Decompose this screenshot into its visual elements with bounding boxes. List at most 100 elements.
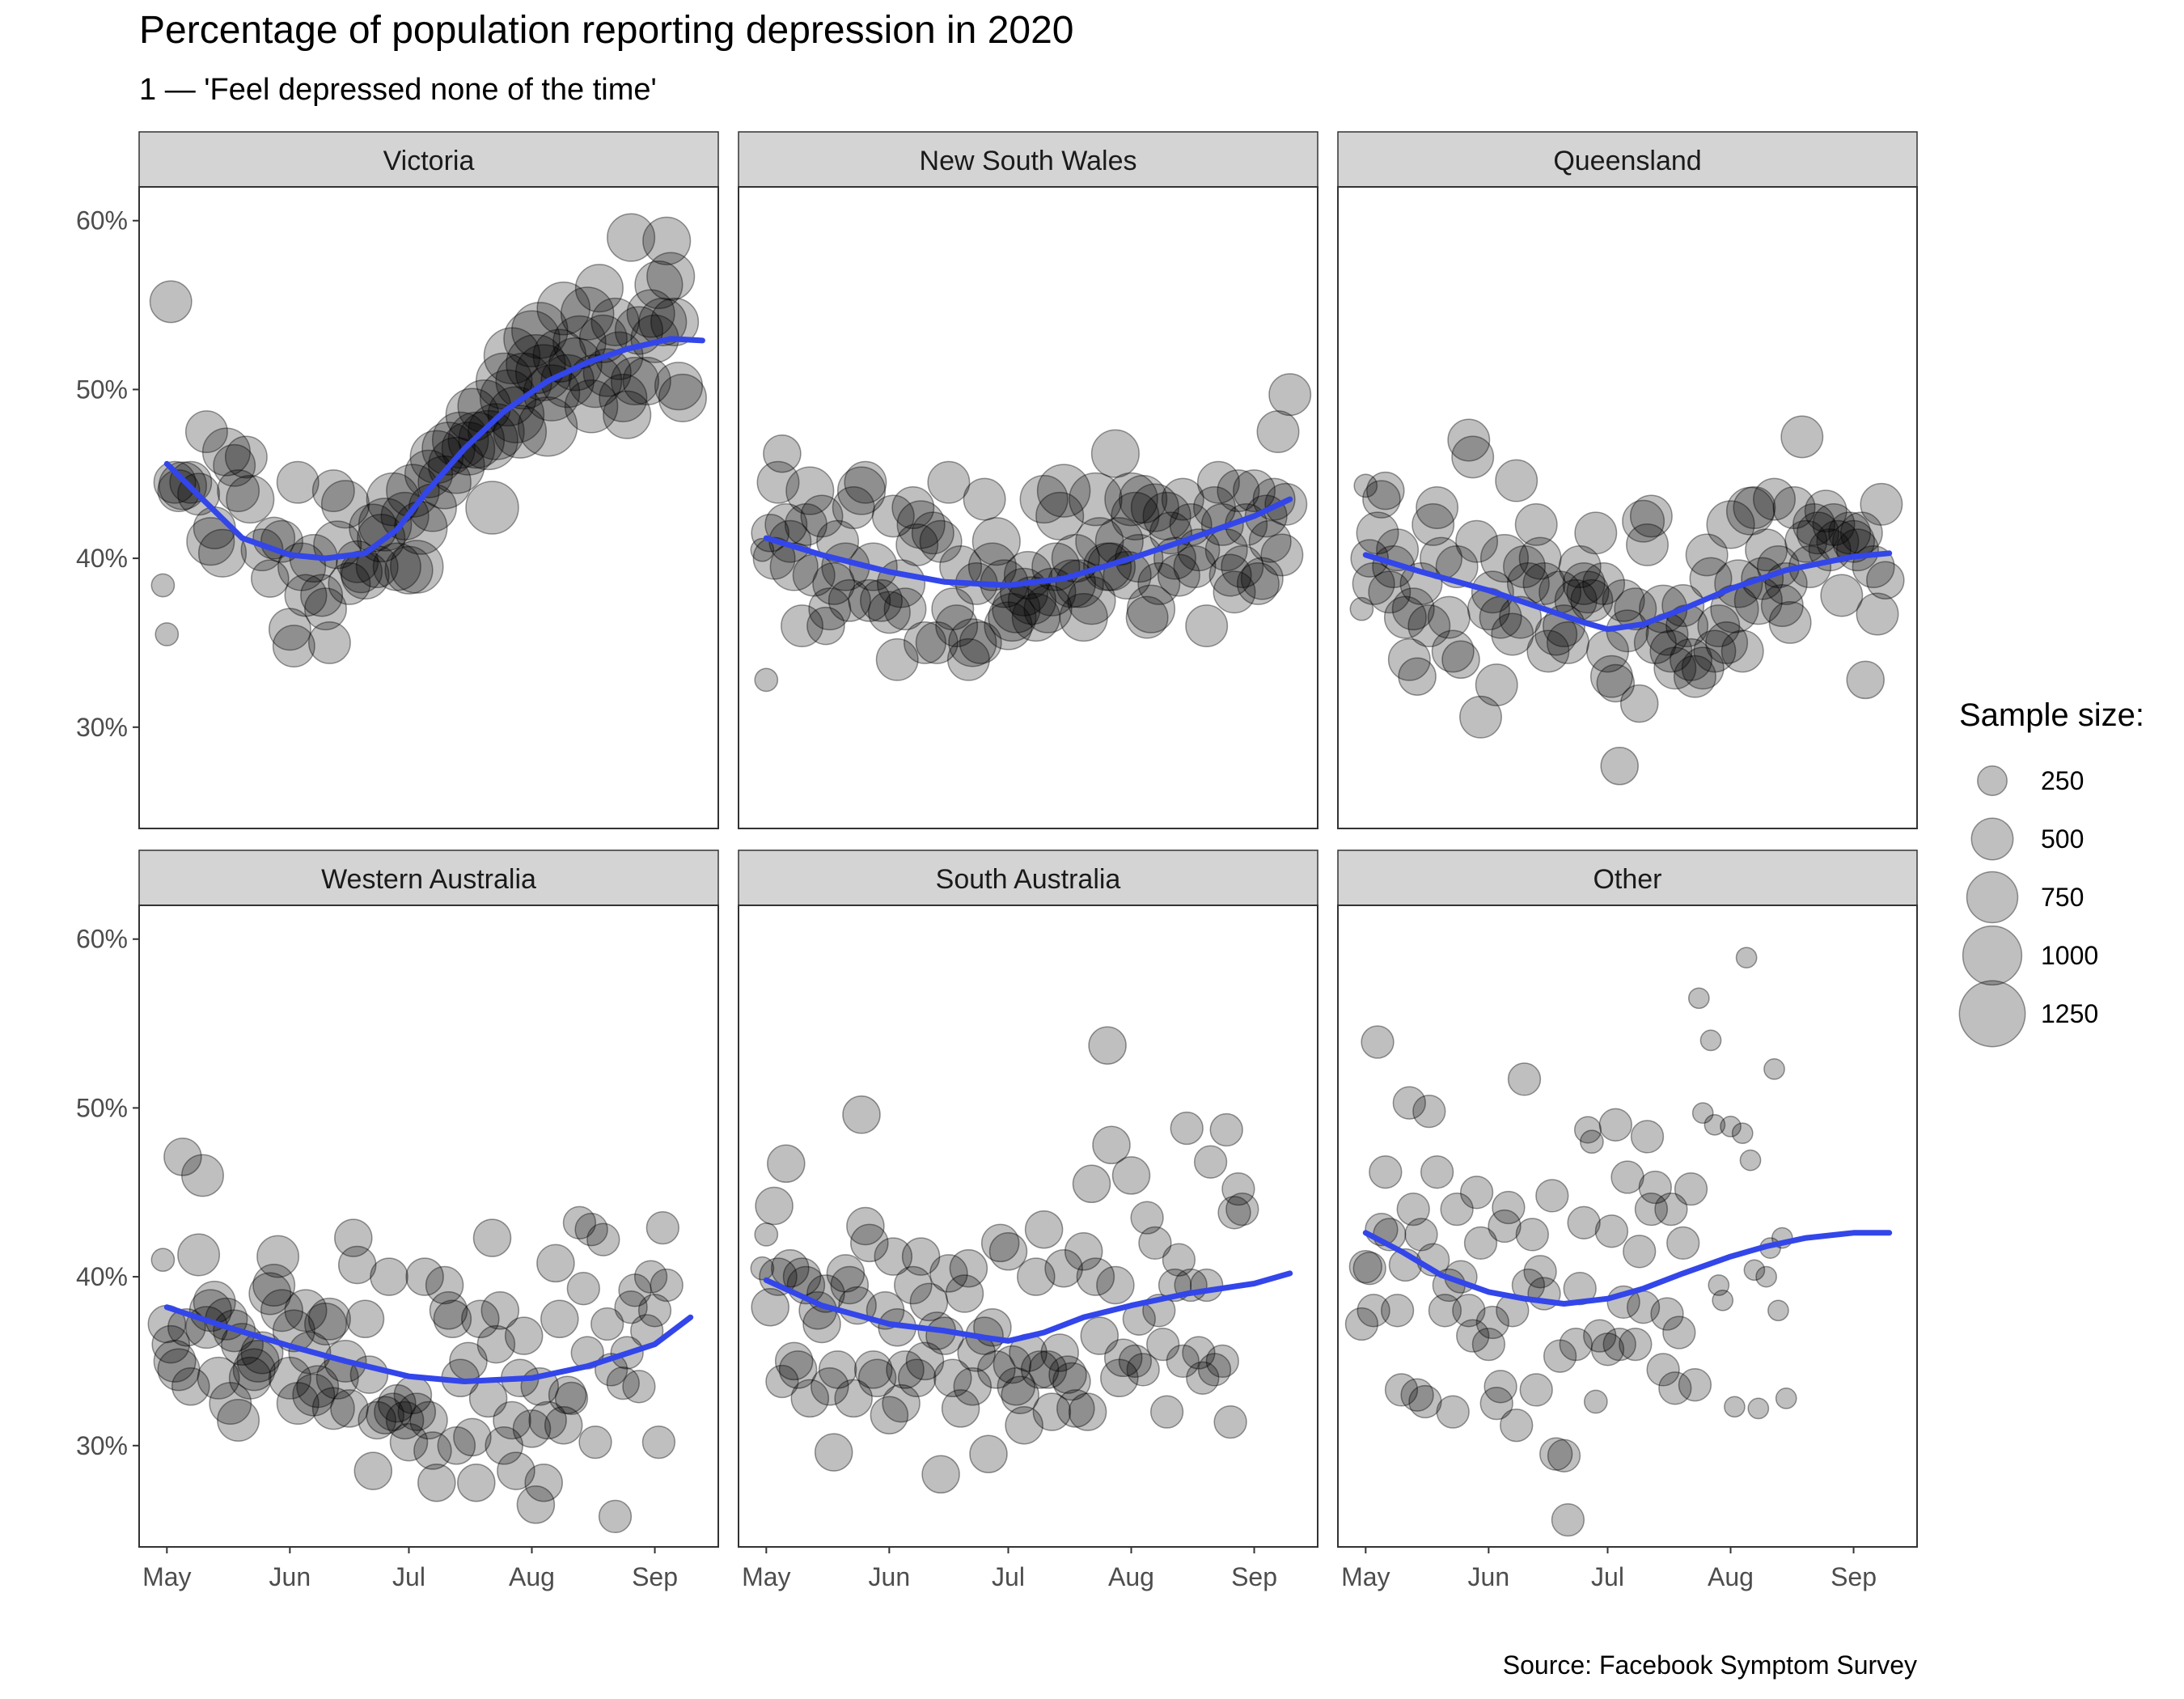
data-point <box>1248 519 1292 563</box>
data-point <box>1755 1265 1777 1288</box>
data-point <box>1479 534 1530 583</box>
data-point <box>296 1365 340 1409</box>
data-point <box>1743 1259 1766 1282</box>
legend-key-circle <box>1977 765 2008 796</box>
data-point <box>378 1383 417 1423</box>
data-point <box>503 310 561 368</box>
data-point <box>358 1400 396 1440</box>
data-point <box>1007 576 1056 625</box>
data-point <box>1619 684 1659 723</box>
data-point <box>468 403 525 460</box>
data-point <box>186 517 235 566</box>
data-point <box>1103 1338 1143 1378</box>
data-point <box>921 1455 960 1494</box>
data-point <box>598 1499 633 1534</box>
x-tick-label: Sep <box>1831 1562 1877 1591</box>
y-tick-label: 50% <box>76 375 128 404</box>
data-point <box>374 1392 413 1431</box>
data-point <box>1456 1319 1490 1353</box>
data-point <box>523 364 581 422</box>
data-point <box>1670 638 1712 681</box>
data-point <box>1368 570 1412 614</box>
data-point <box>1475 1305 1509 1340</box>
data-point <box>1638 1170 1672 1205</box>
data-point <box>397 1392 437 1431</box>
data-point <box>1059 593 1108 642</box>
data-point <box>1344 1307 1379 1341</box>
data-point <box>1846 660 1885 700</box>
data-point <box>988 1232 1028 1271</box>
data-point <box>292 1373 336 1417</box>
trend-line-victoria <box>163 336 705 561</box>
data-point <box>826 1254 866 1293</box>
data-point <box>1820 574 1864 617</box>
data-point <box>151 1324 190 1364</box>
data-point <box>409 1400 448 1440</box>
data-point <box>284 1289 328 1333</box>
data-point <box>1233 469 1276 513</box>
x-tick-label: Aug <box>1108 1562 1154 1591</box>
x-tick-label: May <box>142 1562 191 1591</box>
facet-panel-new-south-wales <box>738 186 1318 829</box>
data-point <box>1539 1437 1573 1471</box>
data-point <box>1069 472 1123 527</box>
data-point <box>1731 1122 1754 1145</box>
data-point <box>366 1396 404 1434</box>
data-point <box>268 1356 311 1400</box>
data-point <box>1804 489 1848 533</box>
data-point <box>1352 561 1395 605</box>
data-point <box>512 1409 552 1448</box>
data-point <box>1747 1397 1770 1420</box>
data-point <box>1028 1350 1068 1389</box>
data-point <box>284 574 328 617</box>
chart-title: Percentage of population reporting depre… <box>139 9 1074 52</box>
data-point <box>1720 1116 1742 1138</box>
data-point <box>1590 1333 1625 1366</box>
x-tick-label: Jun <box>869 1562 911 1591</box>
data-point <box>1780 415 1824 459</box>
data-point <box>1832 519 1875 563</box>
data-point <box>1400 1378 1434 1412</box>
data-point <box>894 1265 933 1305</box>
data-point <box>1213 1405 1247 1439</box>
data-point <box>345 1299 385 1339</box>
data-point <box>437 1426 476 1465</box>
data-point <box>1387 638 1431 681</box>
data-point <box>353 1451 393 1490</box>
data-point <box>1543 604 1585 648</box>
data-point <box>1366 471 1405 511</box>
data-point <box>276 1382 320 1426</box>
data-point <box>458 409 518 471</box>
data-point <box>153 1339 197 1383</box>
trend-line-new-south-wales <box>763 496 1293 588</box>
y-tick-label: 60% <box>76 925 128 954</box>
data-point <box>1193 1145 1228 1179</box>
x-tick-label: Jun <box>269 1562 311 1591</box>
data-point <box>1372 545 1416 588</box>
data-point <box>1020 1350 1060 1389</box>
data-point <box>307 621 351 664</box>
data-point <box>1772 486 1816 529</box>
data-point <box>626 289 675 338</box>
data-point <box>1182 1336 1216 1370</box>
data-point <box>759 1257 798 1296</box>
y-tick-label: 50% <box>76 1093 128 1122</box>
x-tick-label: Jul <box>1591 1562 1624 1591</box>
data-point <box>895 523 939 566</box>
data-point <box>1416 486 1459 529</box>
data-point <box>1753 477 1796 521</box>
data-point <box>1076 1257 1115 1296</box>
data-point <box>1519 1373 1553 1407</box>
data-point <box>1348 1249 1382 1284</box>
chart-subtitle: 1 — 'Feel depressed none of the time' <box>139 73 657 107</box>
x-tick-label: Jun <box>1468 1562 1510 1591</box>
data-point <box>417 1463 456 1502</box>
data-point <box>1092 1125 1131 1165</box>
data-point <box>1225 1192 1259 1227</box>
data-point <box>933 1358 972 1398</box>
legend-key-circle <box>1962 925 2023 986</box>
data-point <box>1384 1373 1419 1407</box>
data-point <box>1162 1243 1196 1277</box>
data-point <box>224 435 268 479</box>
